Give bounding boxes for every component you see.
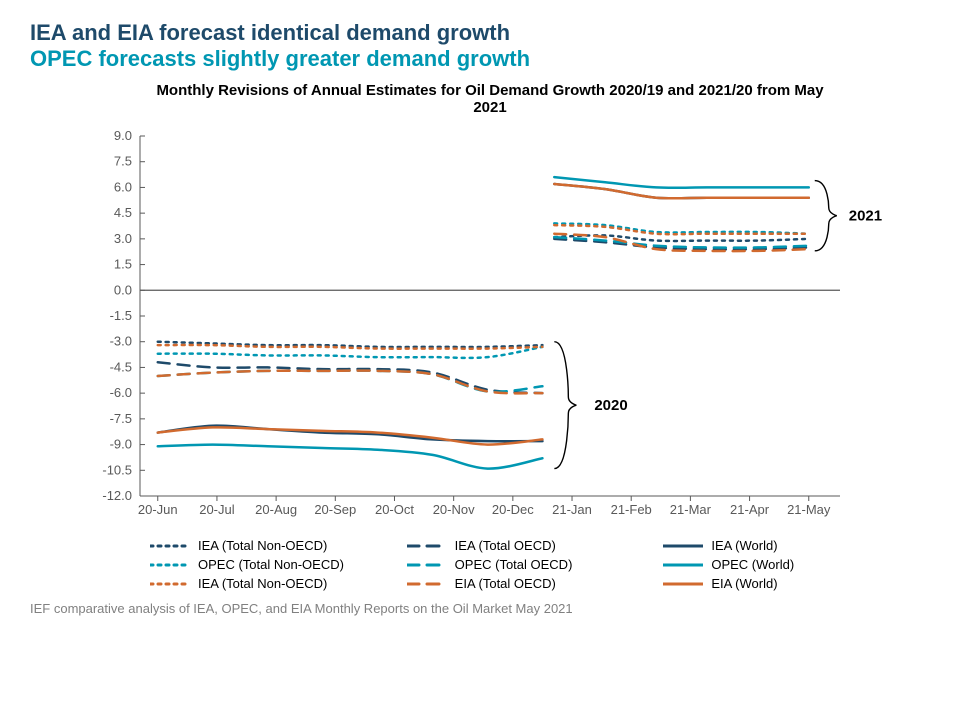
svg-text:21-May: 21-May — [787, 502, 831, 517]
legend-label: EIA (World) — [711, 576, 777, 591]
svg-text:3.0: 3.0 — [114, 231, 132, 246]
svg-text:-4.5: -4.5 — [110, 359, 132, 374]
svg-text:20-Jun: 20-Jun — [138, 502, 178, 517]
line-chart-svg: -12.0 -10.5 -9.0 -7.5 -6.0 -4.5 -3.0 -1.5 0.0 1.5… — [90, 126, 910, 526]
svg-text:1.5: 1.5 — [114, 257, 132, 272]
svg-text:-1.5: -1.5 — [110, 308, 132, 323]
svg-text:20-Sep: 20-Sep — [314, 502, 356, 517]
legend-swatch — [663, 539, 703, 553]
svg-text:-9.0: -9.0 — [110, 437, 132, 452]
svg-text:21-Jan: 21-Jan — [552, 502, 592, 517]
legend-item: EIA (World) — [663, 576, 890, 591]
plot-area: -12.0 -10.5 -9.0 -7.5 -6.0 -4.5 -3.0 -1.5 0.0 1.5… — [90, 126, 890, 526]
legend-swatch — [663, 577, 703, 591]
svg-text:9.0: 9.0 — [114, 128, 132, 143]
legend-swatch — [150, 539, 190, 553]
svg-text:21-Mar: 21-Mar — [670, 502, 712, 517]
svg-text:-7.5: -7.5 — [110, 411, 132, 426]
legend-swatch — [663, 558, 703, 572]
title-line-2: OPEC forecasts slightly greater demand g… — [30, 46, 950, 72]
svg-text:2020: 2020 — [594, 397, 627, 414]
legend-swatch — [407, 558, 447, 572]
legend-swatch — [407, 577, 447, 591]
svg-text:-10.5: -10.5 — [102, 462, 132, 477]
svg-text:21-Feb: 21-Feb — [611, 502, 652, 517]
svg-text:7.5: 7.5 — [114, 154, 132, 169]
legend-item: IEA (Total OECD) — [407, 538, 634, 553]
legend-item: IEA (Total Non-OECD) — [150, 538, 377, 553]
legend-item: EIA (Total OECD) — [407, 576, 634, 591]
legend-swatch — [407, 539, 447, 553]
legend: IEA (Total Non-OECD) IEA (Total OECD) IEA … — [150, 538, 890, 591]
legend-label: EIA (Total OECD) — [455, 576, 556, 591]
legend-label: IEA (Total Non-OECD) — [198, 538, 327, 553]
title-block: IEA and EIA forecast identical demand gr… — [30, 20, 950, 72]
legend-label: IEA (Total OECD) — [455, 538, 556, 553]
svg-text:-6.0: -6.0 — [110, 385, 132, 400]
svg-text:-3.0: -3.0 — [110, 334, 132, 349]
legend-swatch — [150, 558, 190, 572]
svg-text:20-Dec: 20-Dec — [492, 502, 534, 517]
legend-item: OPEC (Total Non-OECD) — [150, 557, 377, 572]
legend-swatch — [150, 577, 190, 591]
legend-item: IEA (Total Non-OECD) — [150, 576, 377, 591]
legend-label: IEA (World) — [711, 538, 777, 553]
legend-item: OPEC (World) — [663, 557, 890, 572]
chart-container: Monthly Revisions of Annual Estimates fo… — [30, 82, 950, 591]
svg-text:20-Oct: 20-Oct — [375, 502, 414, 517]
svg-text:-12.0: -12.0 — [102, 488, 132, 503]
legend-label: OPEC (Total Non-OECD) — [198, 557, 344, 572]
svg-text:20-Aug: 20-Aug — [255, 502, 297, 517]
legend-label: OPEC (World) — [711, 557, 794, 572]
legend-item: IEA (World) — [663, 538, 890, 553]
chart-title: Monthly Revisions of Annual Estimates fo… — [140, 82, 840, 116]
svg-text:4.5: 4.5 — [114, 205, 132, 220]
svg-text:21-Apr: 21-Apr — [730, 502, 770, 517]
svg-text:2021: 2021 — [849, 208, 882, 225]
title-line-1: IEA and EIA forecast identical demand gr… — [30, 20, 950, 46]
legend-label: IEA (Total Non-OECD) — [198, 576, 327, 591]
svg-text:20-Nov: 20-Nov — [433, 502, 475, 517]
svg-text:0.0: 0.0 — [114, 282, 132, 297]
svg-text:6.0: 6.0 — [114, 179, 132, 194]
legend-item: OPEC (Total OECD) — [407, 557, 634, 572]
legend-label: OPEC (Total OECD) — [455, 557, 573, 572]
svg-text:20-Jul: 20-Jul — [199, 502, 235, 517]
footnote: IEF comparative analysis of IEA, OPEC, a… — [30, 601, 950, 616]
